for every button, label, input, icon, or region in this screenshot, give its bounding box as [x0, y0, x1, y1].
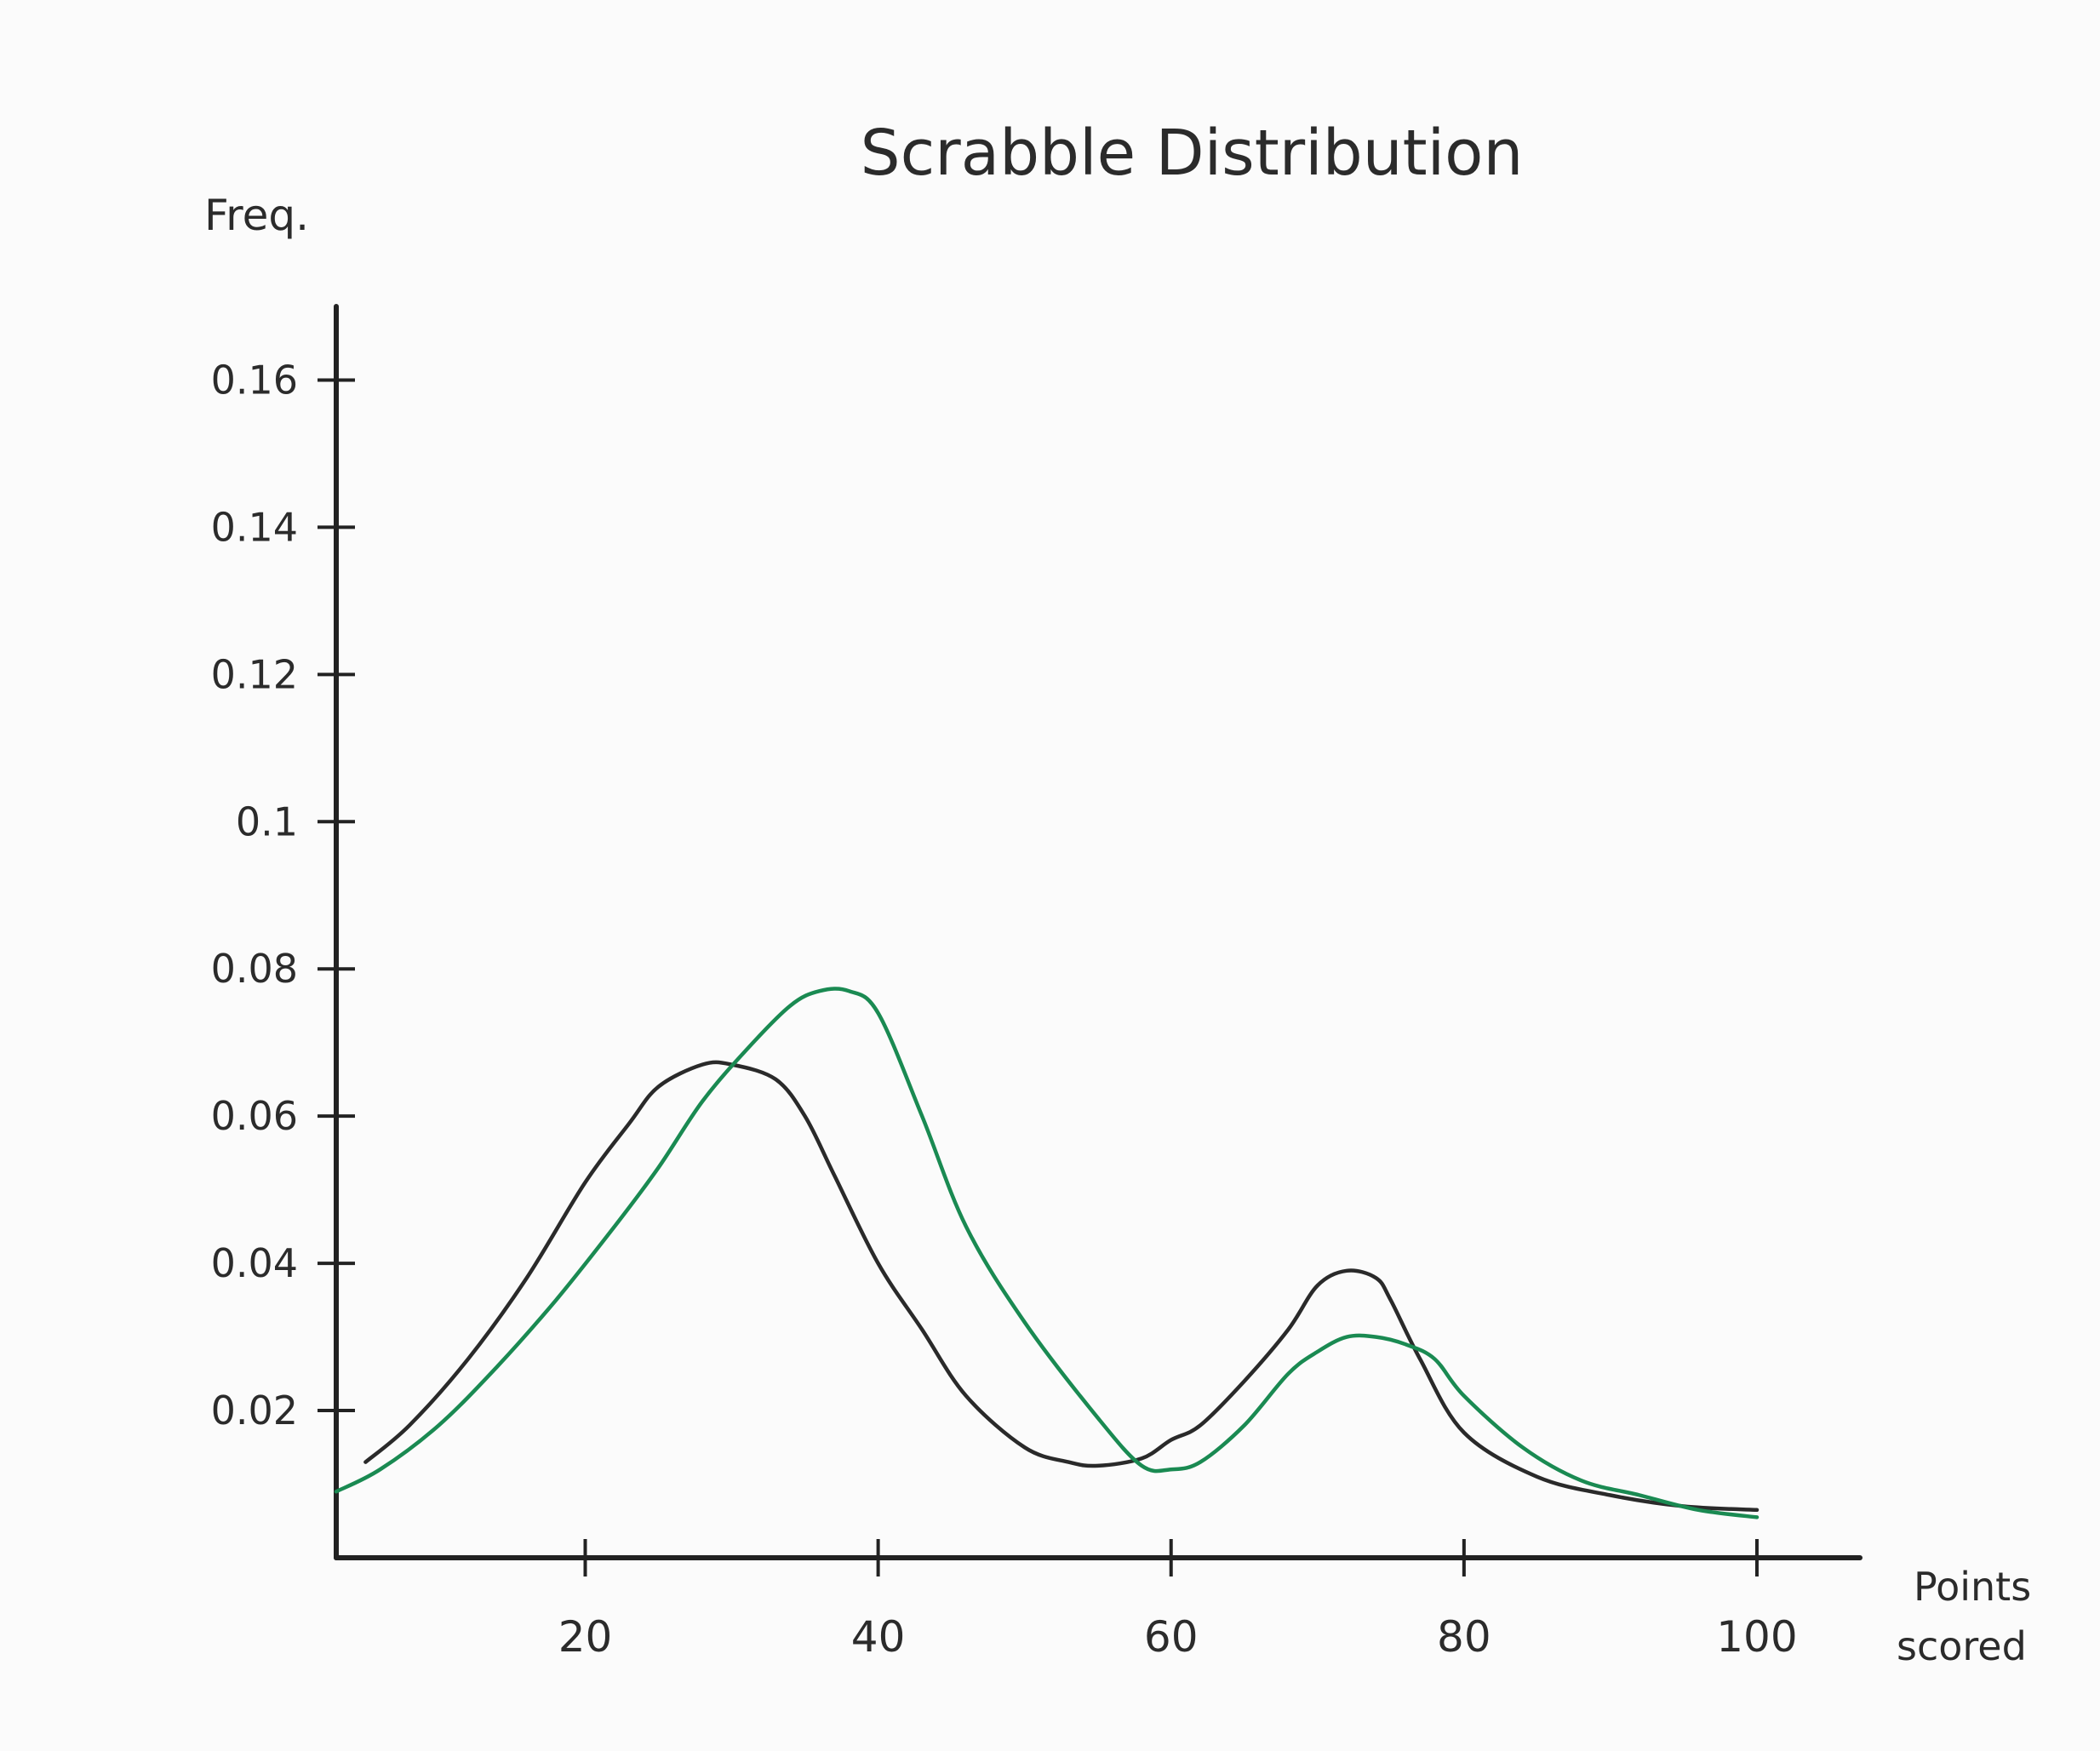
x-axis-label-line-2: scored [1897, 1623, 2027, 1669]
x-tick-label: 40 [851, 1612, 906, 1662]
x-tick-label: 60 [1144, 1612, 1199, 1662]
y-axis-ticks: 0.02 0.04 0.06 0.08 0.1 0.12 0.14 0.16 [211, 357, 355, 1433]
y-tick-label: 0.16 [211, 357, 298, 403]
y-tick-label: 0.12 [211, 651, 298, 697]
series-layer [334, 987, 1760, 1519]
y-axis-label: Freq. [204, 191, 309, 240]
x-tick-label: 100 [1716, 1612, 1797, 1662]
chart-title: Scrabble Distribution [861, 117, 1524, 190]
y-tick-label: 0.14 [211, 504, 298, 550]
y-tick-label: 0.06 [211, 1093, 298, 1139]
x-tick-label: 80 [1437, 1612, 1491, 1662]
y-tick-label: 0.1 [236, 798, 298, 844]
series-line-2 [334, 987, 1760, 1519]
x-axis-label-line-1: Points [1914, 1564, 2031, 1610]
y-tick-label: 0.08 [211, 946, 298, 992]
series-line-1 [363, 1060, 1760, 1513]
y-tick-label: 0.04 [211, 1240, 298, 1286]
y-tick-label: 0.02 [211, 1388, 298, 1433]
x-axis-ticks: 20 40 60 80 100 [558, 1539, 1798, 1662]
x-tick-label: 20 [558, 1612, 613, 1662]
